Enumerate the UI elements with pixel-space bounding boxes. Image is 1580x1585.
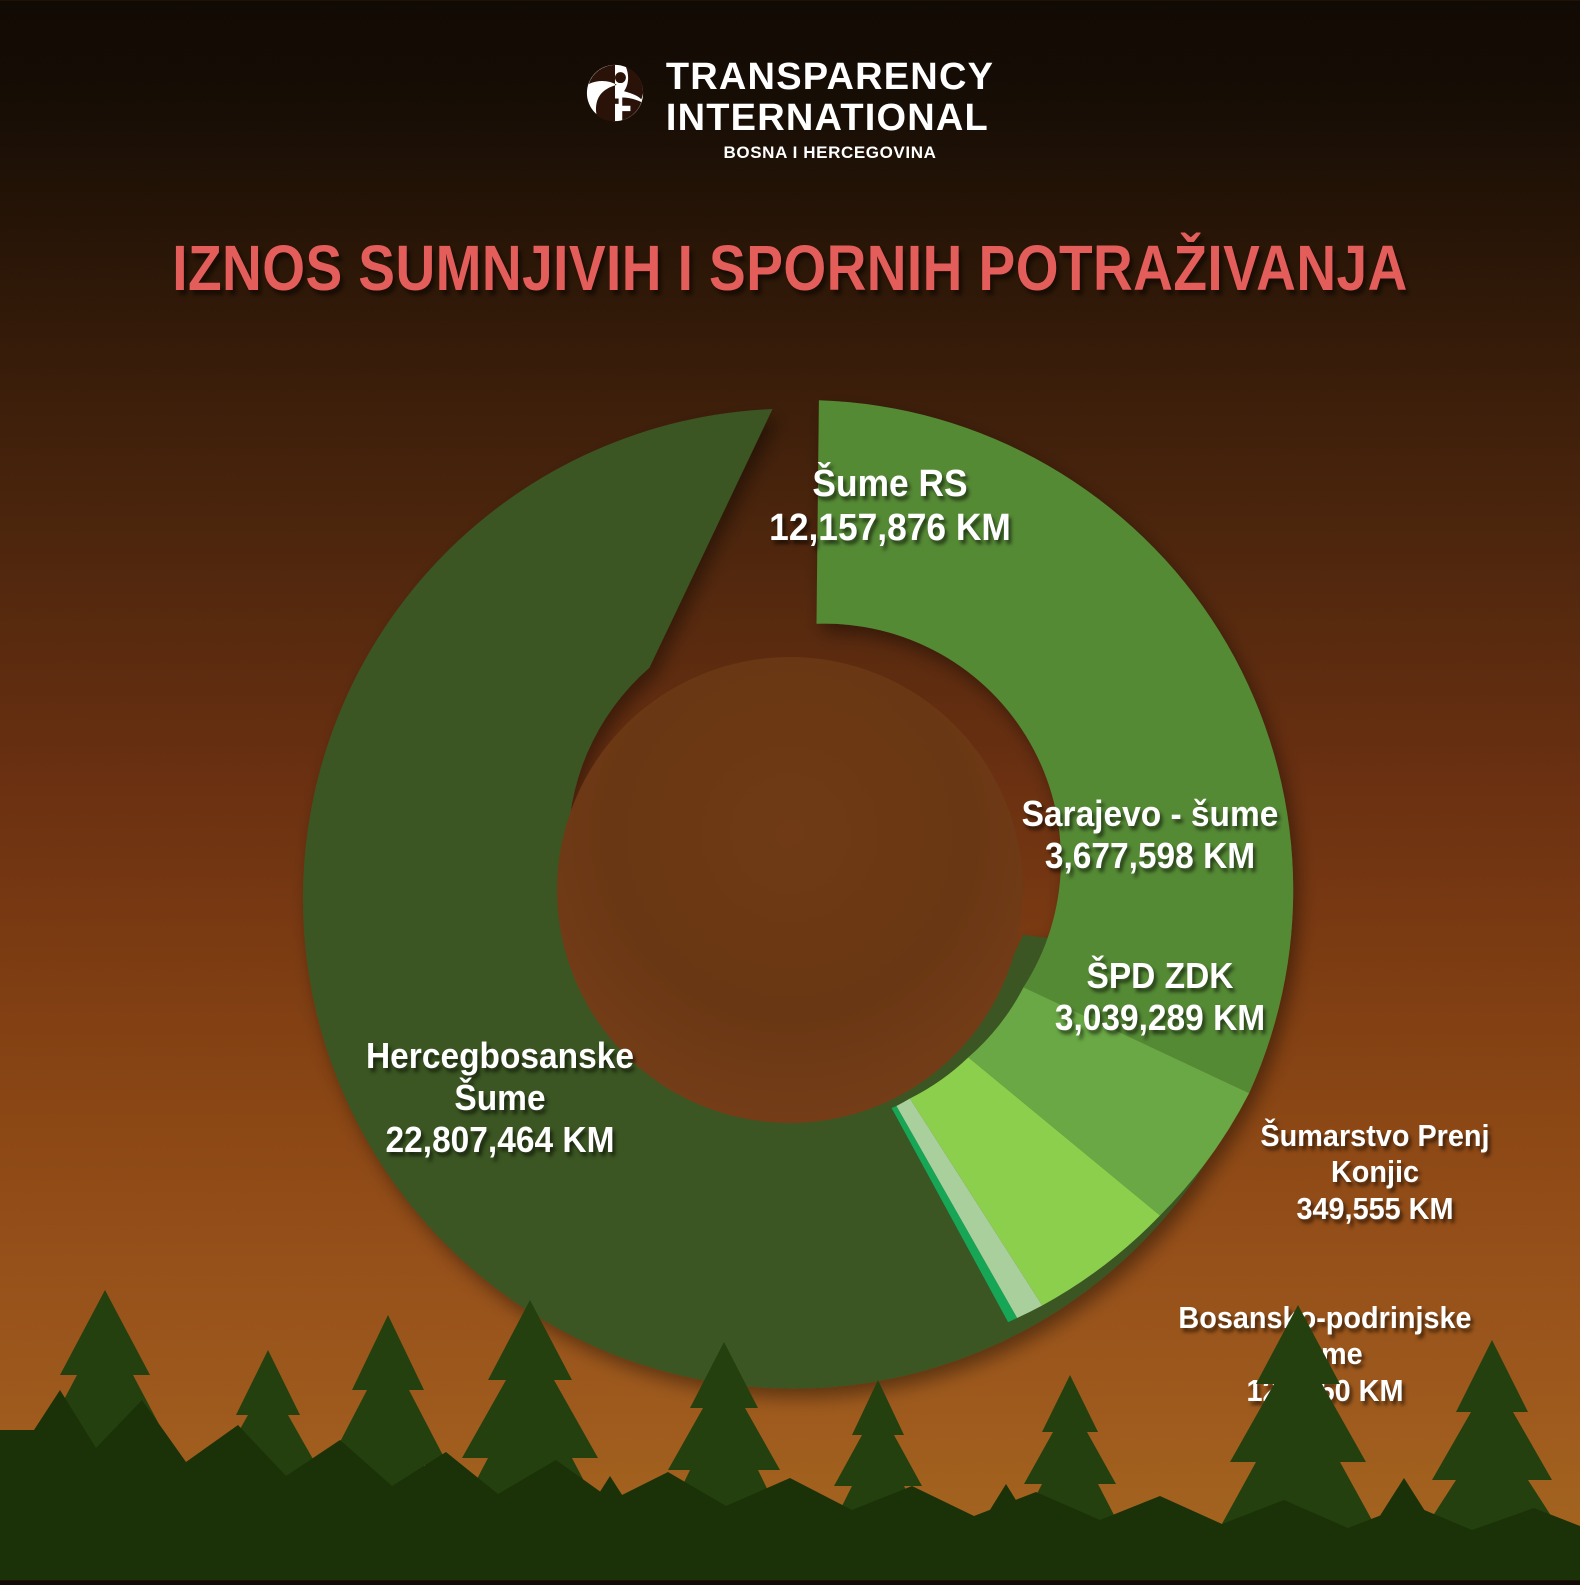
slice-label-name: Šume RS [812,463,968,505]
slice-label-hercegbosanske-sume: Hercegbosanske Šume 22,807,464 KM [342,1035,658,1161]
logo-wordmark: TRANSPARENCY INTERNATIONAL BOSNA I HERCE… [666,58,994,163]
slice-label-value: 3,039,289 KM [1054,997,1266,1039]
logo-line-2: INTERNATIONAL [665,97,989,139]
slice-label-value: 3,677,598 KM [1044,835,1256,877]
slice-label-value: 12,157,876 KM [769,507,1011,550]
page-title: IZNOS SUMNJIVIH I SPORNIH POTRAŽIVANJA [172,232,1408,304]
pie-slice-sarajevo-sume [968,987,1250,1216]
pie-slice-sume-rs [816,400,1294,1094]
transparency-international-globe-icon [586,64,644,122]
slice-label-sume-rs: Šume RS 12,157,876 KM [713,462,1066,551]
slice-label-name-line2: Konjic [1330,1154,1420,1190]
pie-slice-sumarstvo-prenj-konjic [896,1098,1043,1318]
slice-label-sarajevo-sume: Sarajevo - šume 3,677,598 KM [992,793,1308,877]
slice-label-name: Sarajevo - šume [1021,793,1279,834]
slice-label-value: 22,807,464 KM [385,1119,615,1161]
donut-hole [557,657,1023,1123]
logo-line-3: BOSNA I HERCEGOVINA [723,143,937,162]
slice-label-value: 349,555 KM [1296,1190,1454,1226]
slice-label-name-line1: Šumarstvo Prenj [1260,1118,1490,1153]
logo-line-1: TRANSPARENCY [665,56,995,98]
pie-slice-spd-zdk [909,1057,1160,1306]
pine-forest-silhouette [0,1280,1580,1580]
slice-label-name-line2: Šume [454,1077,546,1119]
pie-slice-bosansko-podrinjske-sume [891,1106,1018,1323]
donut-chart [290,370,1294,1400]
slice-label-sumarstvo-prenj-konjic: Šumarstvo Prenj Konjic 349,555 KM [1226,1118,1524,1227]
slice-label-name-line1: Hercegbosanske [366,1035,634,1076]
transparency-international-logo: TRANSPARENCY INTERNATIONAL BOSNA I HERCE… [0,58,1580,163]
slice-label-name: ŠPD ZDK [1086,955,1234,996]
slice-label-spd-zdk: ŠPD ZDK 3,039,289 KM [1011,955,1309,1039]
